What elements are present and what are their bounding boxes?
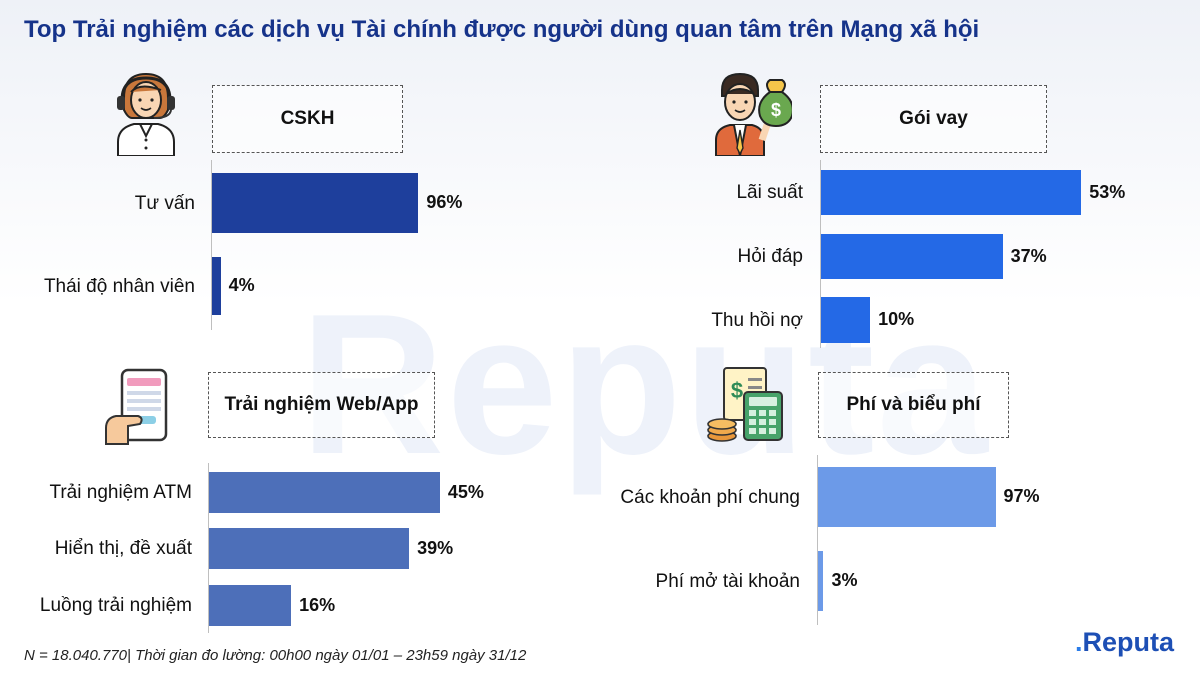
phi-label-box: Phí và biểu phí [818,372,1009,438]
phi-bar-1 [818,551,824,611]
phi-axis-line [817,455,818,625]
webapp-label-box: Trải nghiệm Web/App [208,372,435,438]
calculator-coins-icon: $ [704,364,786,444]
webapp-bar-0 [209,472,440,513]
goivay-bar-2 [821,297,871,343]
phi-category-label-1: Phí mở tài khoản [655,570,800,592]
webapp-bar-1 [209,528,410,569]
cskh-category-label-1: Thái độ nhân viên [43,275,195,297]
goivay-value-label-2: 10% [878,309,915,329]
customer-support-agent-icon [110,68,182,157]
svg-text:$: $ [731,378,743,403]
webapp-bar-2 [209,585,292,626]
svg-text:$: $ [771,100,781,120]
webapp-value-label-0: 45% [447,481,484,502]
webapp-category-label-0: Trải nghiệm ATM [49,482,192,503]
phi-bar-0 [818,467,996,527]
goivay-category-label-2: Thu hồi nợ [711,309,803,331]
goivay-value-label-1: 37% [1010,245,1047,266]
goivay-category-label-0: Lãi suất [736,182,803,203]
goivay-label-box: Gói vay [820,85,1047,153]
goivay-axis-line [820,160,821,348]
phi-value-label-0: 97% [1003,486,1040,506]
cskh-value-label-1: 4% [228,275,255,295]
webapp-category-label-2: Luồng trải nghiệm [39,595,192,616]
cskh-bar-0 [212,173,419,233]
webapp-value-label-1: 39% [417,537,454,558]
cskh-label-box: CSKH [212,85,403,153]
goivay-bar-0 [821,170,1082,215]
reputa-logo: .Reputa [1075,627,1175,657]
webapp-axis-line [208,463,209,633]
money-bag-person-icon: $ [712,70,794,157]
cskh-category-label-0: Tư vấn [134,192,195,214]
cskh-axis-line [211,160,212,330]
cskh-value-label-0: 96% [426,192,463,212]
cskh-bar-1 [212,257,221,315]
goivay-bar-1 [821,234,1003,279]
page-title: Top Trải nghiệm các dịch vụ Tài chính đư… [24,16,980,43]
webapp-value-label-2: 16% [299,594,336,615]
footer-note: N = 18.040.770| Thời gian đo lường: 00h0… [24,647,527,664]
goivay-category-label-1: Hỏi đáp [737,246,804,267]
phi-category-label-0: Các khoản phí chung [620,486,800,508]
phi-value-label-1: 3% [831,570,858,590]
mobile-phone-hand-icon [104,368,172,448]
goivay-value-label-0: 53% [1089,181,1126,202]
webapp-category-label-1: Hiển thị, đề xuất [54,538,192,559]
